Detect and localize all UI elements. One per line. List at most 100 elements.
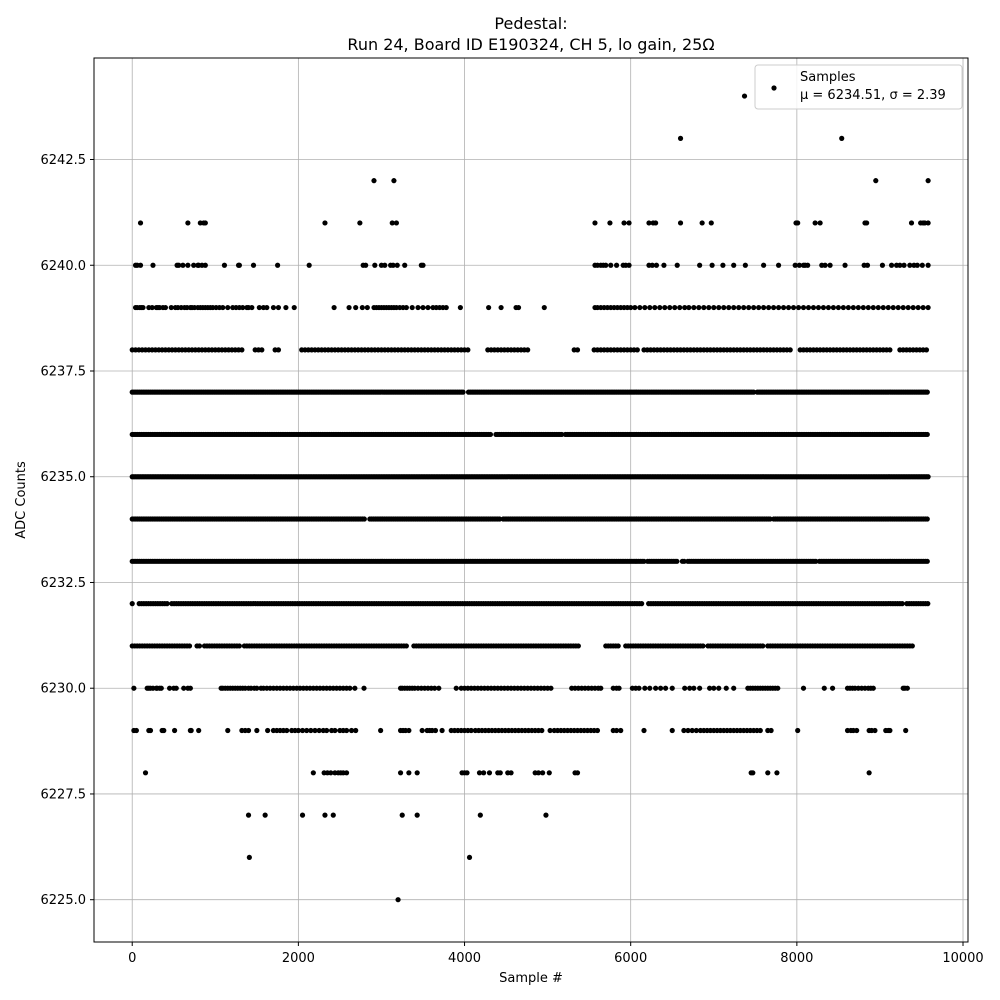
data-point — [845, 304, 851, 311]
data-point — [697, 262, 703, 268]
data-point — [598, 685, 604, 691]
data-point — [919, 262, 925, 268]
data-point — [701, 304, 707, 311]
data-point — [731, 304, 737, 311]
data-point — [827, 262, 833, 268]
data-point — [361, 685, 367, 691]
data-point — [915, 304, 921, 311]
data-point — [415, 304, 421, 311]
data-point — [330, 812, 336, 818]
data-point — [787, 347, 793, 353]
data-point — [925, 220, 931, 226]
data-point — [259, 347, 265, 353]
data-point — [686, 304, 692, 311]
data-point — [322, 812, 328, 818]
data-point — [324, 727, 330, 734]
data-point — [306, 262, 312, 268]
data-point — [486, 770, 493, 776]
data-point — [419, 727, 425, 734]
data-point — [399, 812, 405, 818]
data-point — [403, 643, 409, 649]
data-point — [822, 262, 828, 268]
data-point — [821, 685, 827, 691]
y-tick-label: 6230.0 — [41, 682, 87, 697]
legend-marker — [771, 85, 777, 91]
data-point — [796, 262, 802, 268]
data-point — [741, 93, 748, 99]
data-point — [464, 770, 470, 776]
data-point — [639, 601, 645, 607]
data-point — [815, 304, 822, 311]
data-point — [900, 304, 906, 311]
x-tick-label: 8000 — [780, 951, 813, 966]
data-point — [907, 262, 913, 268]
data-point — [574, 347, 581, 353]
data-point — [768, 727, 774, 734]
x-axis: 0 2000 4000 6000 8000 10000 — [128, 942, 984, 966]
data-point — [453, 685, 459, 691]
data-point — [901, 262, 907, 268]
data-point — [760, 643, 766, 649]
data-point — [879, 262, 886, 268]
data-point — [161, 727, 167, 734]
data-point — [535, 770, 542, 776]
data-point — [746, 304, 752, 311]
data-point — [592, 220, 598, 226]
data-point — [795, 304, 802, 311]
data-point — [331, 304, 337, 311]
data-point — [389, 220, 395, 226]
data-point — [636, 685, 642, 691]
data-point — [830, 304, 837, 311]
data-point — [681, 727, 687, 734]
data-point — [265, 727, 271, 734]
data-point — [202, 262, 208, 268]
data-point — [608, 262, 614, 268]
data-point — [661, 262, 667, 268]
data-point — [158, 685, 164, 691]
data-point — [642, 304, 648, 311]
data-point — [439, 727, 445, 734]
data-point — [641, 727, 647, 734]
data-point — [312, 727, 318, 734]
data-point — [780, 304, 787, 311]
data-point — [696, 304, 702, 311]
data-point — [131, 685, 137, 691]
data-point — [543, 812, 549, 818]
data-point — [925, 178, 931, 184]
data-point — [618, 727, 624, 734]
data-point — [866, 770, 872, 776]
data-point — [460, 389, 466, 395]
data-point — [477, 812, 483, 818]
data-point — [137, 220, 144, 226]
data-point — [649, 262, 655, 268]
data-point — [187, 685, 193, 691]
data-point — [425, 304, 431, 311]
data-point — [920, 304, 926, 311]
data-point — [720, 262, 726, 268]
data-point — [481, 770, 487, 776]
data-point — [731, 262, 737, 268]
data-point — [616, 685, 622, 691]
data-point — [751, 389, 757, 395]
data-point — [854, 727, 860, 734]
data-point — [669, 727, 675, 734]
data-point — [925, 304, 931, 311]
data-point — [129, 601, 135, 607]
data-points — [129, 93, 931, 903]
data-point — [270, 304, 277, 311]
data-point — [497, 516, 503, 522]
data-point — [133, 727, 139, 734]
data-point — [646, 220, 652, 226]
data-point — [667, 304, 673, 311]
data-point — [465, 347, 471, 353]
data-point — [887, 727, 893, 734]
data-point — [711, 685, 717, 691]
data-point — [316, 727, 322, 734]
data-point — [672, 304, 678, 311]
data-point — [751, 304, 757, 311]
data-point — [626, 220, 632, 226]
y-tick-label: 6240.0 — [41, 259, 87, 274]
data-point — [414, 770, 420, 776]
y-tick-label: 6227.5 — [41, 787, 87, 802]
